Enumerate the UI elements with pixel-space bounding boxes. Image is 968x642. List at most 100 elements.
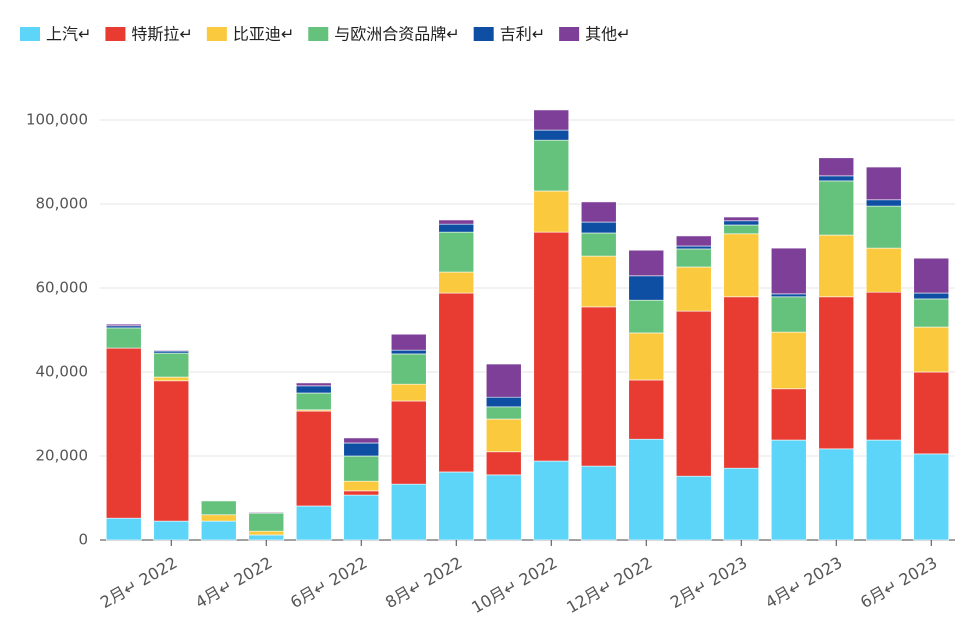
bar-segment: [770, 293, 807, 298]
y-tick-label: 0: [78, 531, 88, 549]
x-tick-label: 10月↵ 2022: [468, 553, 560, 617]
bar-segment: [723, 296, 760, 469]
bar-segment: [818, 234, 855, 298]
bar-segment: [343, 480, 380, 492]
bar-segment: [913, 326, 950, 373]
bar-segment: [533, 129, 570, 141]
bar-segment: [675, 245, 712, 250]
bar-segment: [818, 175, 855, 182]
bar-segment: [675, 475, 712, 541]
bar-segment: [580, 255, 617, 308]
bar-segment: [533, 190, 570, 233]
bar-segment: [105, 325, 142, 329]
bar-segment: [343, 455, 380, 482]
bar-segment: [865, 439, 902, 541]
x-tick-label: 4月↵ 2022: [192, 553, 275, 612]
bar-segment: [865, 291, 902, 441]
bar-segment: [533, 139, 570, 192]
bar-segment: [438, 471, 475, 541]
bar-segment: [390, 353, 427, 385]
bar-segment: [913, 292, 950, 300]
bar-segment: [200, 520, 237, 541]
bar-segment: [343, 442, 380, 457]
bar-segment: [248, 530, 285, 536]
bar-segment: [913, 257, 950, 294]
bar-segment: [390, 483, 427, 541]
bar-segment: [153, 520, 190, 541]
legend-label: 上汽↵: [46, 25, 91, 44]
bar-segment: [580, 221, 617, 234]
bar-segment: [580, 201, 617, 223]
bar-segment: [485, 418, 522, 453]
legend-label: 比亚迪↵: [233, 25, 294, 44]
bar-segment: [628, 299, 665, 334]
bar-segment: [105, 347, 142, 519]
bar-segment: [818, 157, 855, 177]
x-tick-label: 6月↵ 2022: [287, 553, 370, 612]
bar-segment: [770, 388, 807, 441]
bar-segment: [153, 350, 190, 354]
bar-segment: [105, 323, 142, 327]
x-tick-label: 2月↵ 2023: [667, 553, 750, 612]
bar-segment: [580, 465, 617, 541]
bar-segment: [485, 363, 522, 398]
y-tick-label: 40,000: [36, 363, 89, 381]
bar-segment: [153, 376, 190, 382]
bar-segment: [105, 517, 142, 541]
y-tick-label: 100,000: [26, 111, 88, 129]
bar-segment: [295, 505, 332, 541]
bar-segment: [675, 248, 712, 268]
bar-segment: [913, 298, 950, 328]
bar-segment: [913, 453, 950, 541]
bar-segment: [485, 451, 522, 476]
bar-segment: [628, 379, 665, 440]
bar-segment: [723, 467, 760, 541]
bar-segment: [343, 494, 380, 541]
bar-segment: [438, 292, 475, 473]
bar-segment: [533, 231, 570, 462]
legend-swatch: [473, 27, 494, 41]
bar-segment: [533, 109, 570, 131]
bar-segment: [770, 247, 807, 295]
bar-segment: [438, 231, 475, 273]
bar-segment: [105, 327, 142, 349]
legend-swatch: [308, 27, 329, 41]
bar-segment: [438, 223, 475, 233]
y-tick-label: 80,000: [36, 195, 89, 213]
bar-segment: [200, 500, 237, 516]
x-tick-label: 6月↵ 2023: [857, 553, 940, 612]
bar-segment: [723, 224, 760, 235]
bar-segment: [295, 385, 332, 394]
y-tick-label: 20,000: [36, 447, 89, 465]
bar-segment: [913, 371, 950, 455]
bar-segment: [390, 383, 427, 402]
bar-segment: [580, 306, 617, 467]
bar-segment: [343, 437, 380, 444]
bar-segment: [675, 235, 712, 247]
bar-segment: [153, 349, 190, 352]
bar-segment: [200, 514, 237, 522]
bar-segment: [343, 490, 380, 496]
bar-segment: [390, 400, 427, 485]
bar-segment: [723, 220, 760, 226]
bar-segment: [723, 233, 760, 298]
bar-segment: [723, 216, 760, 222]
x-tick-label: 2月↵ 2022: [97, 553, 180, 612]
bar-segment: [770, 439, 807, 541]
bar-segment: [865, 205, 902, 249]
bar-segment: [628, 275, 665, 301]
bar-segment: [438, 271, 475, 294]
bar-segment: [533, 460, 570, 541]
bar-segment: [580, 232, 617, 257]
legend-label: 特斯拉↵: [131, 25, 192, 44]
x-tick-label: 4月↵ 2023: [762, 553, 845, 612]
bar-segment: [865, 166, 902, 201]
bar-segment: [248, 512, 285, 532]
bar-segment: [390, 333, 427, 351]
x-tick-label: 8月↵ 2022: [382, 553, 465, 612]
legend-swatch: [20, 27, 40, 41]
bar-segment: [438, 219, 475, 225]
bar-segment: [248, 534, 285, 541]
bar-segment: [295, 410, 332, 507]
